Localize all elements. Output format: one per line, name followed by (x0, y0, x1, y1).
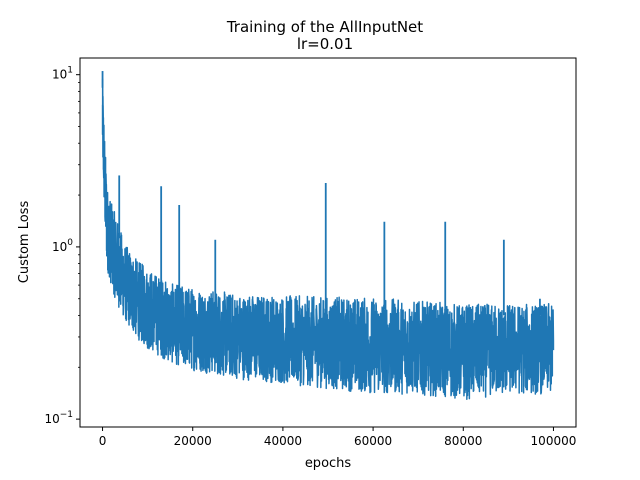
chart-title: Training of the AllInputNet (226, 18, 423, 36)
y-tick-label: 100 (52, 238, 73, 254)
y-axis-label: Custom Loss (17, 201, 32, 284)
y-tick-label: 101 (52, 66, 73, 82)
chart-subtitle: lr=0.01 (297, 35, 353, 53)
loss-series-line (101, 78, 555, 401)
x-axis: 0 20000 40000 60000 80000 100000 (99, 427, 577, 448)
y-tick-label: 10−1 (44, 410, 73, 426)
x-tick-label: 100000 (531, 434, 577, 448)
x-axis-label: epochs (305, 456, 352, 471)
x-tick-label: 20000 (174, 434, 212, 448)
x-tick-label: 0 (99, 434, 107, 448)
axes-frame (79, 57, 577, 428)
y-axis: 10−1 100 101 (44, 66, 80, 426)
plot-area (101, 71, 555, 401)
x-tick-label: 80000 (444, 434, 482, 448)
x-tick-label: 40000 (264, 434, 302, 448)
x-tick-label: 60000 (354, 434, 392, 448)
